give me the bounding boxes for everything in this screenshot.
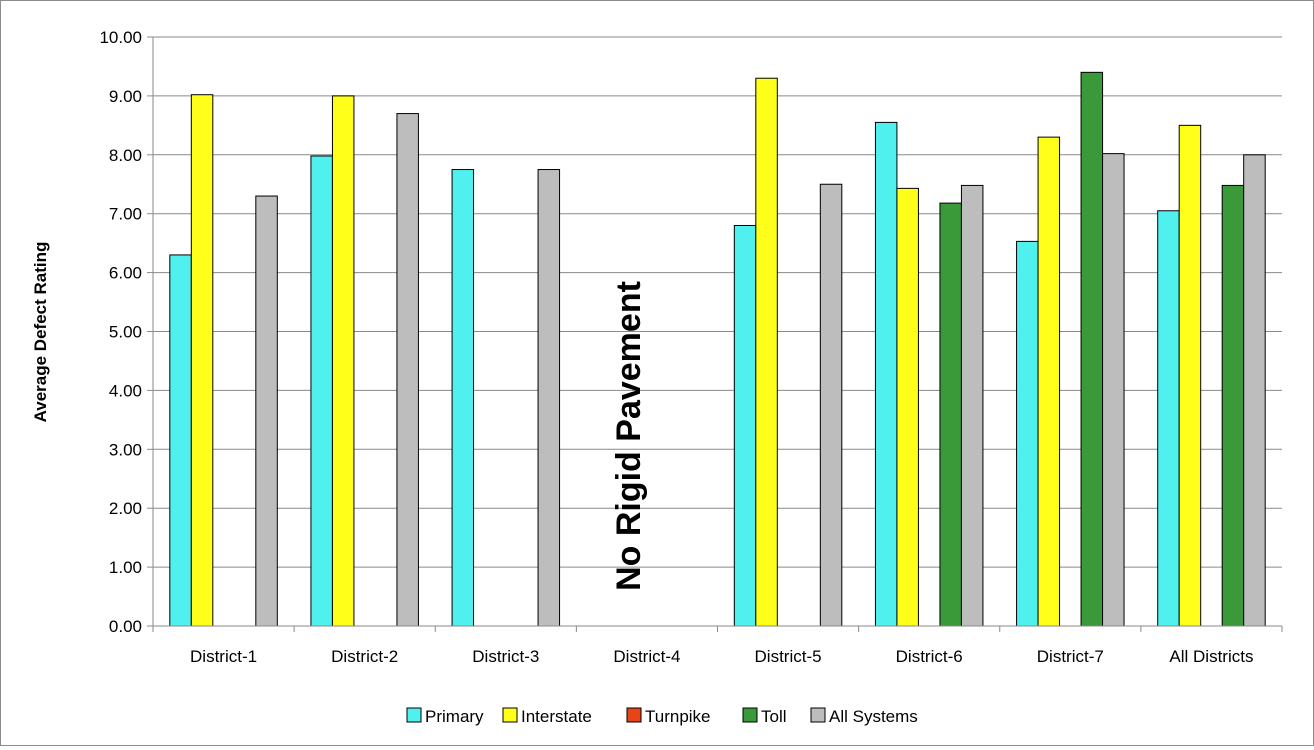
legend-swatch-toll: [742, 707, 758, 723]
bar-all-systems: [537, 169, 561, 627]
y-tick-label: 8.00: [109, 146, 142, 165]
bar-primary: [733, 224, 757, 627]
bar-all-systems: [819, 183, 843, 627]
bar-interstate: [190, 94, 214, 627]
annotation-no-rigid-pavement: No Rigid Pavement: [610, 281, 648, 591]
x-tick-label: District-4: [613, 647, 680, 666]
x-tick-label: District-1: [190, 647, 257, 666]
bar-toll: [1221, 184, 1245, 627]
y-tick-label: 0.00: [109, 617, 142, 636]
bar-toll: [1080, 71, 1104, 627]
bar-primary: [1016, 240, 1039, 627]
bar-primary: [451, 169, 475, 627]
bar-toll: [939, 202, 962, 627]
legend: Primary Interstate Turnpike Toll All Systems: [406, 707, 918, 726]
legend-label-turnpike: Turnpike: [645, 707, 711, 726]
y-axis-label: Average Defect Rating: [31, 242, 50, 423]
legend-swatch-primary: [406, 707, 422, 723]
y-tick-label: 4.00: [109, 381, 142, 400]
bar-interstate: [755, 77, 778, 627]
legend-label-toll: Toll: [761, 707, 787, 726]
legend-label-interstate: Interstate: [521, 707, 592, 726]
bar-all-systems: [255, 195, 278, 627]
x-tick-label: District-3: [472, 647, 539, 666]
bar-all-systems: [960, 184, 984, 627]
legend-label-primary: Primary: [425, 707, 484, 726]
y-tick-label: 7.00: [109, 205, 142, 224]
legend-swatch-turnpike: [626, 707, 642, 723]
y-tick-label: 10.00: [99, 28, 142, 47]
bar-interstate: [896, 187, 919, 627]
legend-label-all-systems: All Systems: [829, 707, 918, 726]
legend-swatch-all-systems: [810, 707, 826, 723]
x-tick-label: All Districts: [1169, 647, 1253, 666]
y-tick-label: 5.00: [109, 323, 142, 342]
y-tick-label: 2.00: [109, 499, 142, 518]
y-tick-label: 1.00: [109, 558, 142, 577]
bar-interstate: [1178, 124, 1202, 627]
bar-all-systems: [396, 113, 419, 627]
bar-interstate: [1037, 136, 1061, 627]
x-tick-label: District-5: [755, 647, 822, 666]
bar-interstate: [331, 95, 355, 627]
x-tick-label: District-7: [1037, 647, 1104, 666]
axes: 0.00 1.00 2.00 3.00 4.00 5.00 6.00 7.00 8.00 9.00…: [99, 28, 1283, 666]
bar-all-systems: [1102, 153, 1125, 627]
x-tick-label: District-6: [896, 647, 963, 666]
y-tick-label: 9.00: [109, 87, 142, 106]
legend-swatch-interstate: [502, 707, 518, 723]
bar-primary: [1157, 210, 1180, 627]
bar-primary: [169, 254, 192, 627]
x-tick-label: District-2: [331, 647, 398, 666]
bar-primary: [310, 155, 333, 627]
bar-all-systems: [1243, 154, 1266, 627]
annotations: No Rigid Pavement: [610, 281, 648, 591]
y-tick-label: 3.00: [109, 440, 142, 459]
bar-primary: [874, 121, 898, 627]
bars: [169, 71, 1266, 627]
y-tick-label: 6.00: [109, 264, 142, 283]
